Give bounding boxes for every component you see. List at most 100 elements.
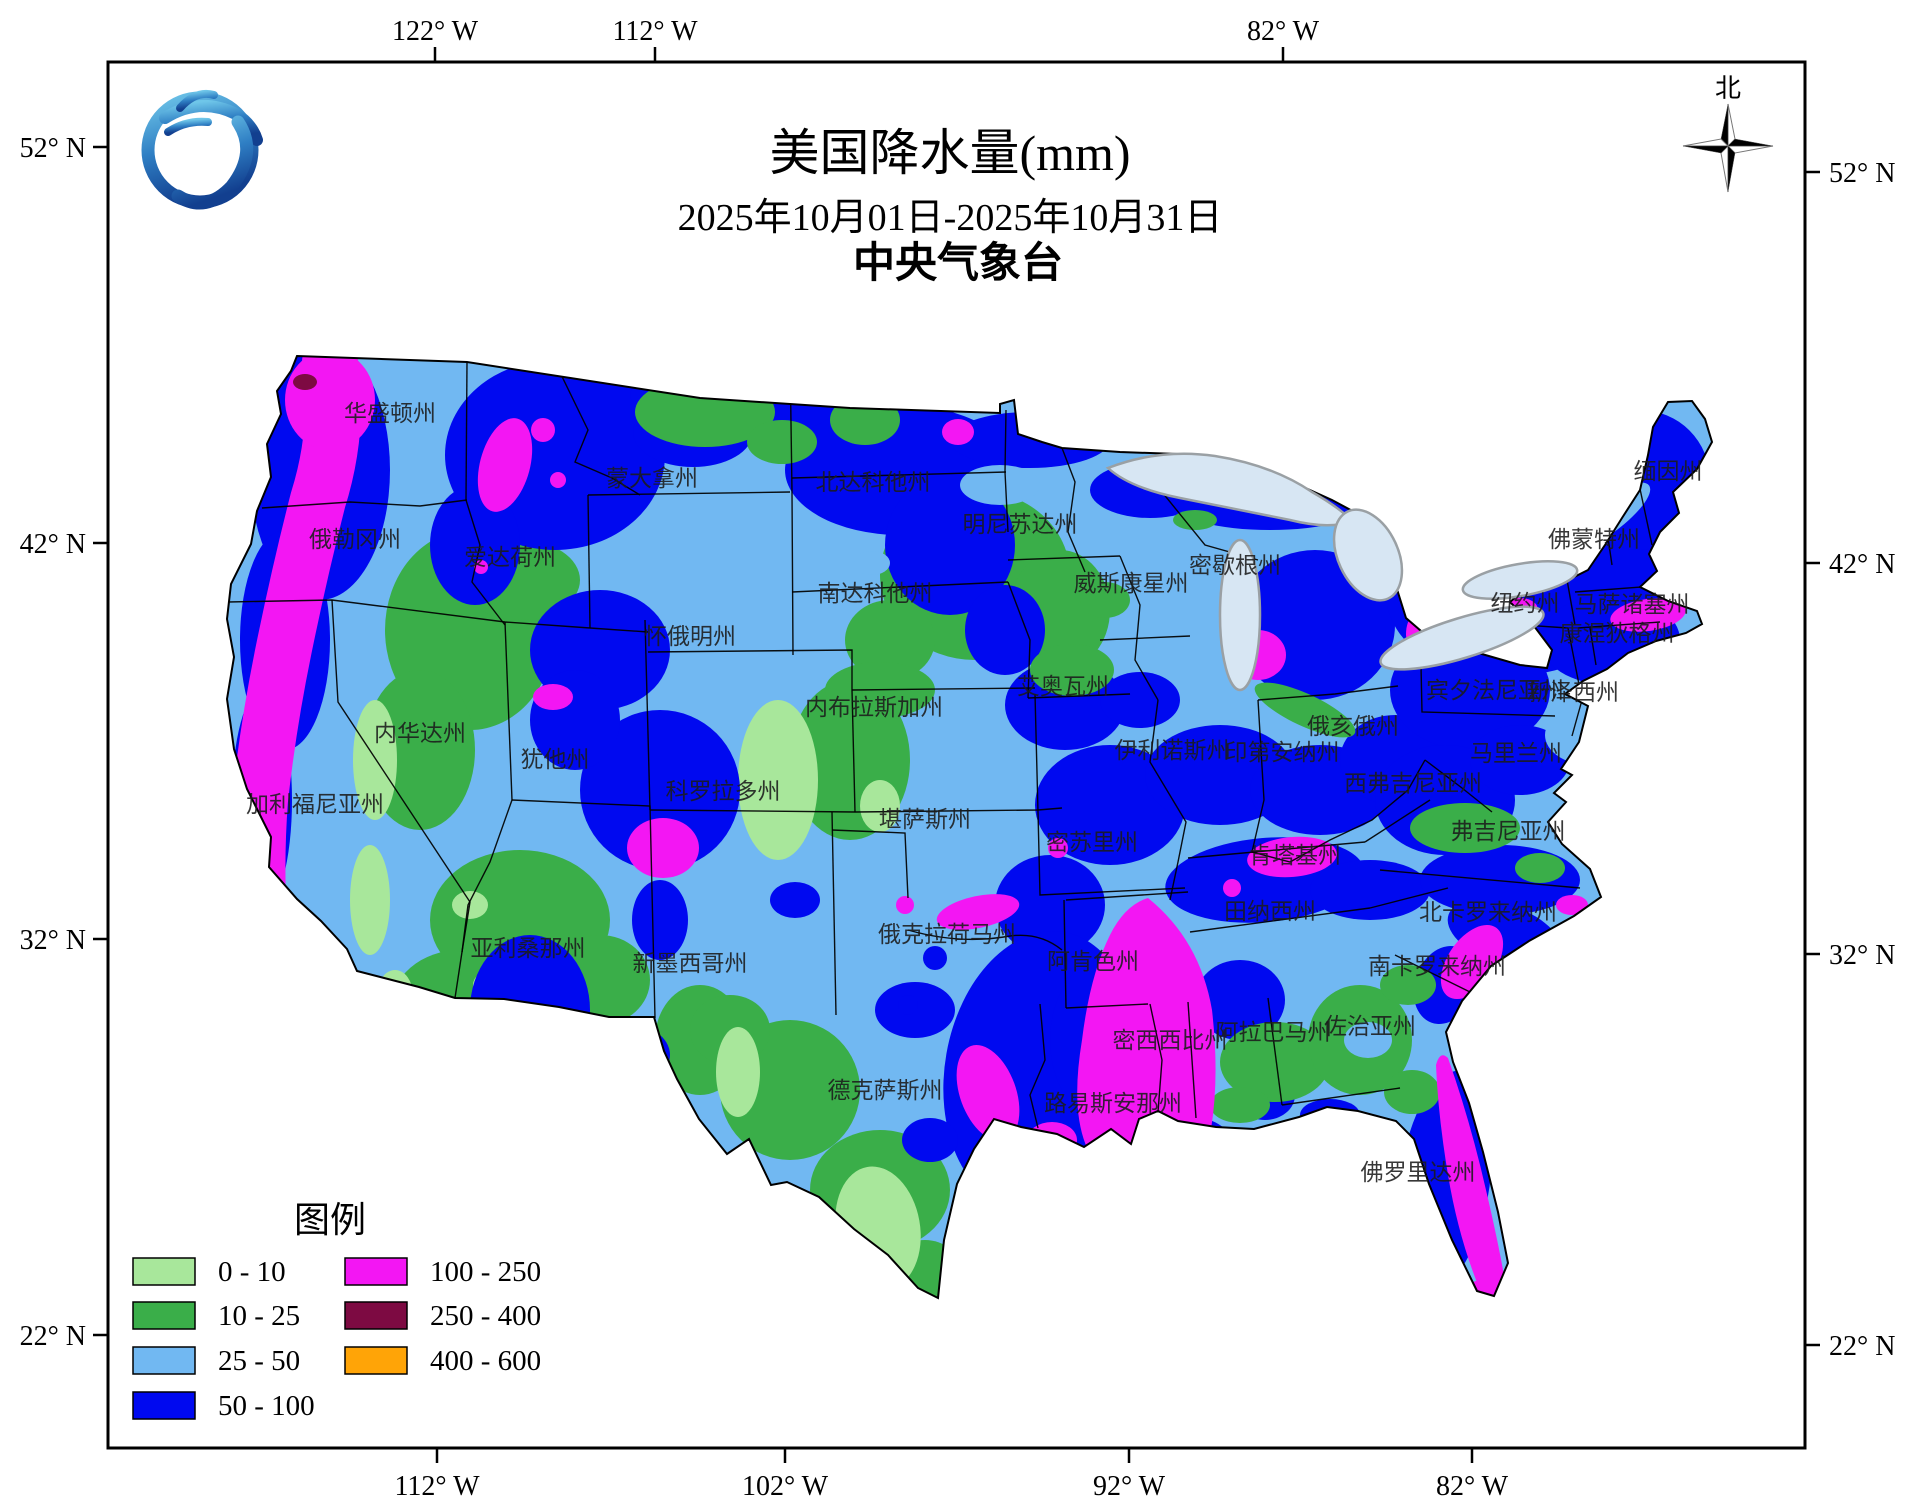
path-map-shape [1379, 869, 1581, 889]
legend-range-label: 250 - 400 [430, 1300, 541, 1332]
path-map-shape [1063, 899, 1067, 1009]
legend-swatch [132, 1257, 196, 1286]
circle-map-shape [1048, 838, 1068, 858]
lake-huron [1332, 508, 1404, 602]
state-label: 密西西比州 [1113, 1028, 1228, 1053]
path-map-shape [649, 809, 856, 813]
path-map-shape [552, 357, 641, 496]
state-label: 路易斯安那州 [1044, 1091, 1182, 1116]
path-map-shape [1394, 954, 1471, 993]
legend-title: 图例 [294, 1200, 366, 1240]
state-label: 内华达州 [374, 721, 466, 746]
tick-label-right: 52° N [1829, 158, 1895, 189]
tick-label-left: 22° N [20, 1321, 86, 1352]
tick-label-top: 82° W [1247, 16, 1320, 47]
lake-erie [1379, 605, 1545, 671]
path-map-shape [1029, 1003, 1046, 1129]
legend-swatch [132, 1391, 196, 1420]
legend-range-label: 400 - 600 [430, 1345, 541, 1377]
path-map-shape [1436, 1055, 1505, 1291]
tick-label-bottom: 112° W [394, 1471, 480, 1502]
ellipse-map-shape [430, 485, 520, 605]
state-label: 明尼苏达州 [963, 512, 1078, 537]
path-map-shape [1589, 627, 1597, 666]
map-title: 美国降水量(mm) [769, 125, 1130, 181]
polygon-map-shape [1726, 145, 1774, 154]
path-map-shape [465, 361, 468, 501]
path-map-shape [644, 619, 651, 811]
state-label: 科罗拉多州 [666, 779, 781, 804]
great-lakes [1105, 452, 1579, 692]
legend-swatch [132, 1346, 196, 1375]
tick-label-right: 22° N [1829, 1331, 1895, 1362]
path-map-shape [1281, 1087, 1401, 1106]
state-label: 新墨西哥州 [633, 951, 748, 976]
ellipse-map-shape [1410, 803, 1520, 853]
us-outline [225, 354, 1714, 1300]
state-label: 北达科他州 [816, 470, 931, 495]
axis-ticks: 122° W 112° W 82° W 112° W 102° W 92° W 82° W 5… [20, 16, 1896, 1502]
polygon-map-shape [1727, 145, 1736, 193]
ellipse-map-shape [1100, 672, 1180, 728]
ellipse-map-shape [533, 684, 573, 710]
path-map-shape [461, 799, 513, 953]
path-map-shape [465, 499, 506, 626]
path-map-shape [1077, 898, 1216, 1189]
state-label: 亚利桑那州 [471, 936, 586, 961]
state-label: 俄勒冈州 [309, 527, 401, 552]
path-map-shape [854, 807, 1063, 813]
path-map-shape [589, 627, 649, 633]
ellipse-map-shape [830, 395, 900, 445]
path-map-shape [1007, 581, 1031, 699]
state-label: 南达科他州 [818, 581, 933, 606]
legend-range-label: 50 - 100 [218, 1390, 315, 1422]
state-label: 伊利诺斯州 [1115, 738, 1230, 763]
legend-swatch [344, 1346, 408, 1375]
ellipse-map-shape [845, 600, 935, 680]
state-label: 爱达荷州 [464, 545, 556, 570]
path-map-shape [1187, 1001, 1197, 1119]
circle-map-shape [474, 560, 488, 574]
polygon-map-shape [1682, 145, 1729, 154]
state-label: 肯塔基州 [1249, 843, 1341, 868]
path-map-shape [1004, 409, 1009, 533]
ellipse-map-shape [854, 551, 890, 575]
state-label: 印第安纳州 [1225, 740, 1340, 765]
legend: 图例 0 - 10 10 - 25 25 - 50 50 - 100 100 - 250… [132, 1200, 541, 1422]
ellipse-map-shape [770, 882, 820, 918]
path-map-shape [176, 89, 218, 112]
ellipse-map-shape [1310, 860, 1430, 920]
tick-label-right: 42° N [1829, 549, 1895, 580]
title-block: 美国降水量(mm) 2025年10月01日-2025年10月31日 中央气象台 [678, 125, 1223, 286]
state-label: 密歇根州 [1189, 553, 1281, 578]
circle-map-shape [1223, 879, 1241, 897]
state-label: 康涅狄格州 [1560, 621, 1675, 646]
polygon-map-shape [1720, 144, 1729, 193]
ellipse-map-shape [950, 412, 1110, 468]
tick-label-left: 52° N [20, 133, 86, 164]
path-map-shape [504, 621, 513, 801]
state-label: 蒙大拿州 [606, 465, 698, 491]
state-borders [227, 356, 1669, 1129]
legend-range-label: 0 - 10 [218, 1256, 286, 1288]
cma-dragon-logo [141, 89, 263, 210]
ellipse-map-shape [936, 894, 1020, 930]
path-map-shape [1061, 447, 1086, 573]
state-label: 弗吉尼亚州 [1451, 819, 1566, 844]
state-label: 密苏里州 [1046, 830, 1138, 855]
path-map-shape [164, 117, 212, 136]
path-map-shape [1119, 555, 1159, 701]
ellipse-map-shape [1556, 895, 1588, 915]
tick-label-bottom: 92° W [1093, 1471, 1166, 1502]
polygon-map-shape [1682, 138, 1730, 147]
circle-map-shape [550, 472, 566, 488]
ellipse-map-shape [902, 1118, 958, 1162]
path-map-shape [791, 581, 1009, 593]
path-map-shape [261, 499, 468, 509]
ellipse-map-shape [738, 700, 818, 860]
path-map-shape [907, 929, 1063, 951]
tick-label-bottom: 102° W [742, 1471, 829, 1502]
ellipse-map-shape [860, 780, 900, 832]
